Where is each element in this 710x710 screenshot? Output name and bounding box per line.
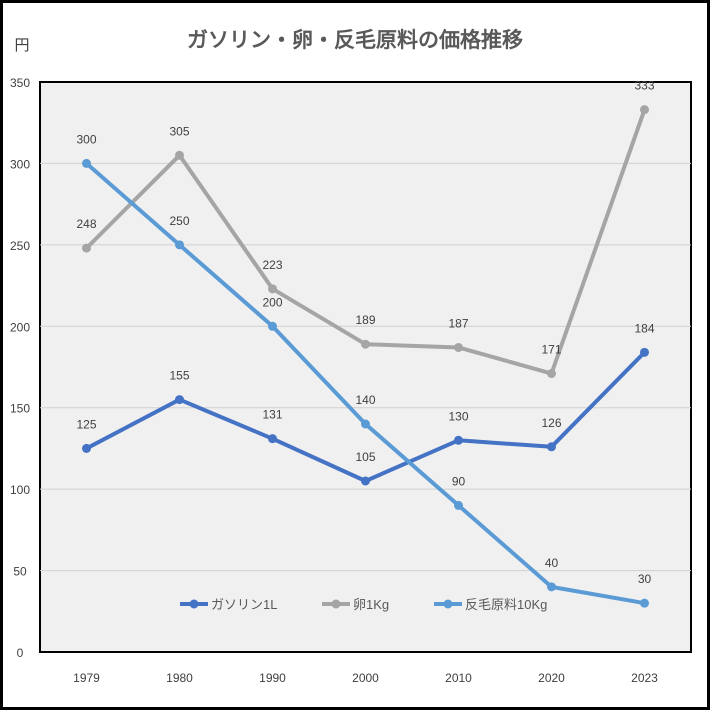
data-point bbox=[640, 347, 649, 357]
data-point bbox=[175, 150, 184, 160]
data-point bbox=[82, 443, 91, 453]
data-label: 223 bbox=[262, 258, 282, 272]
data-label: 125 bbox=[76, 417, 96, 431]
legend-label: ガソリン1L bbox=[211, 597, 277, 612]
data-label: 90 bbox=[452, 474, 466, 488]
x-tick-label: 2000 bbox=[352, 671, 379, 685]
legend-label: 反毛原料10Kg bbox=[465, 597, 547, 612]
y-tick-label: 50 bbox=[13, 565, 27, 579]
x-tick-label: 1990 bbox=[259, 671, 286, 685]
legend-marker bbox=[443, 599, 453, 609]
data-point bbox=[361, 419, 370, 429]
data-label: 248 bbox=[76, 217, 96, 231]
y-tick-label: 150 bbox=[10, 402, 30, 416]
data-point bbox=[175, 240, 184, 250]
data-label: 300 bbox=[76, 132, 96, 146]
data-point bbox=[268, 284, 277, 294]
data-label: 105 bbox=[355, 450, 375, 464]
data-label: 131 bbox=[262, 408, 282, 422]
x-tick-label: 1980 bbox=[166, 671, 193, 685]
x-tick-label: 2010 bbox=[445, 671, 472, 685]
data-point bbox=[547, 369, 556, 379]
x-tick-label: 2020 bbox=[538, 671, 565, 685]
y-tick-label: 350 bbox=[10, 76, 30, 90]
legend-marker bbox=[331, 599, 341, 609]
legend-marker bbox=[189, 599, 199, 609]
data-label: 189 bbox=[355, 313, 375, 327]
data-label: 130 bbox=[448, 409, 468, 423]
data-point bbox=[547, 442, 556, 452]
data-point bbox=[175, 395, 184, 405]
data-label: 333 bbox=[634, 79, 654, 93]
y-tick-label: 300 bbox=[10, 157, 30, 171]
data-label: 30 bbox=[638, 572, 652, 586]
data-point bbox=[361, 339, 370, 349]
y-axis-label: 円 bbox=[14, 37, 29, 54]
data-point bbox=[82, 158, 91, 168]
data-label: 171 bbox=[541, 343, 561, 357]
legend-label: 卵1Kg bbox=[353, 597, 389, 612]
data-point bbox=[454, 342, 463, 352]
data-label: 184 bbox=[634, 321, 654, 335]
data-point bbox=[640, 598, 649, 608]
data-point bbox=[361, 476, 370, 486]
data-label: 40 bbox=[545, 556, 559, 570]
data-label: 155 bbox=[169, 369, 189, 383]
data-label: 140 bbox=[355, 393, 375, 407]
data-label: 126 bbox=[541, 416, 561, 430]
chart-title: ガソリン・卵・反毛原料の価格推移 bbox=[187, 28, 523, 52]
data-label: 305 bbox=[169, 124, 189, 138]
data-point bbox=[640, 105, 649, 115]
data-point bbox=[547, 582, 556, 592]
data-point bbox=[82, 243, 91, 253]
y-tick-label: 100 bbox=[10, 483, 30, 497]
plot-area bbox=[39, 81, 692, 653]
data-point bbox=[454, 435, 463, 445]
data-label: 187 bbox=[448, 316, 468, 330]
x-tick-label: 1979 bbox=[73, 671, 100, 685]
data-label: 200 bbox=[262, 295, 282, 309]
data-label: 250 bbox=[169, 214, 189, 228]
data-point bbox=[268, 434, 277, 444]
data-point bbox=[268, 321, 277, 331]
y-tick-label: 0 bbox=[17, 646, 24, 660]
y-tick-label: 200 bbox=[10, 320, 30, 334]
data-point bbox=[454, 500, 463, 510]
x-tick-label: 2023 bbox=[631, 671, 658, 685]
y-tick-label: 250 bbox=[10, 239, 30, 253]
